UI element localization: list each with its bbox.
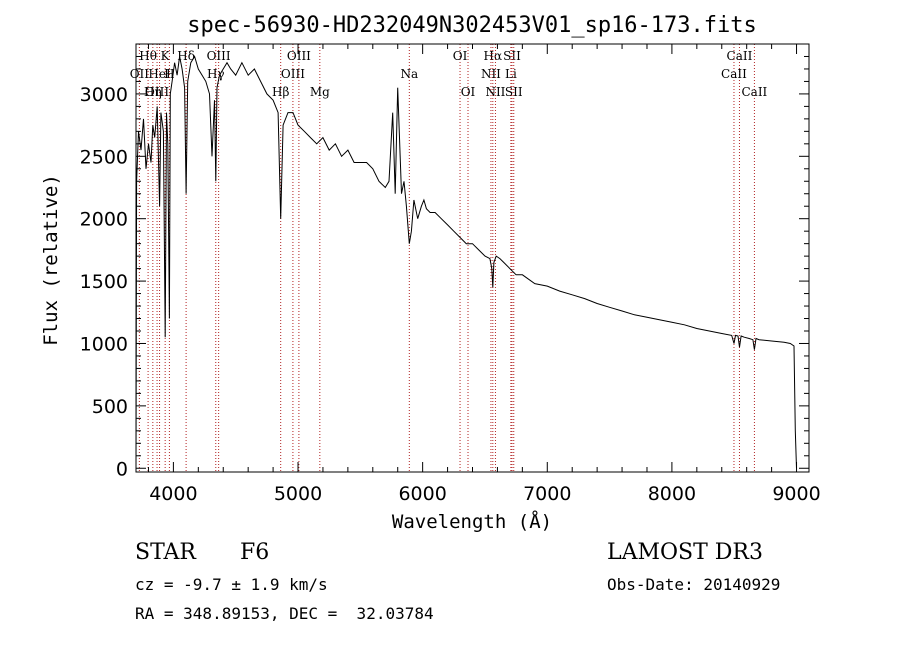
series-line-spectrum: [135, 55, 797, 469]
spectral-line-label: OI: [461, 85, 476, 99]
spectral-line-label: CaII: [741, 85, 767, 99]
spectrum-chart: spec-56930-HD232049N302453V01_sp16-173.f…: [40, 13, 821, 533]
y-tick-label: 1500: [80, 271, 128, 293]
series-layer: [135, 55, 797, 469]
x-axis-label: Wavelength (Å): [392, 510, 552, 533]
spectral-line-label: OIII: [145, 85, 169, 99]
spectral-line-label: Hδ: [177, 49, 195, 63]
spectral-line-label: Hγ: [207, 67, 225, 81]
redshift-cz: cz = -9.7 ± 1.9 km/s: [135, 575, 328, 594]
spectral-line-label: Hα: [484, 49, 503, 63]
spectral-line-label: OIII: [207, 49, 231, 63]
y-tick-label: 0: [116, 458, 128, 480]
spectral-line-label: NII: [481, 67, 501, 81]
spectral-line-label: OI: [453, 49, 468, 63]
spectral-line-label: HeI: [148, 67, 171, 81]
y-tick-label: 2000: [80, 209, 128, 231]
y-tick-label: 1000: [80, 333, 128, 355]
spectral-line-label: Hβ: [272, 85, 289, 99]
coordinates: RA = 348.89153, DEC = 32.03784: [135, 604, 434, 623]
spectral-line-label: K: [161, 49, 171, 63]
spectral-line-label: Na: [400, 67, 418, 81]
spectral-line-label: Li: [505, 67, 517, 81]
spectral-line-label: CaII: [721, 67, 747, 81]
spectral-subclass: F6: [240, 540, 270, 565]
spectral-line-label: SII: [503, 49, 521, 63]
y-axis-label: Flux (relative): [40, 174, 62, 346]
y-tick-label: 3000: [80, 84, 128, 106]
chart-title: spec-56930-HD232049N302453V01_sp16-173.f…: [187, 13, 757, 38]
spectral-line-label: H: [164, 67, 174, 81]
x-tick-label: 5000: [274, 483, 322, 505]
x-tick-label: 6000: [398, 483, 446, 505]
spectral-line-label: CaII: [727, 49, 753, 63]
spectral-line-label: Hθ: [139, 49, 157, 63]
y-tick-label: 500: [92, 396, 128, 418]
spectral-line-label: OII: [130, 67, 150, 81]
plot-frame: [135, 43, 810, 473]
x-tick-label: 9000: [772, 483, 820, 505]
object-type: STAR: [135, 540, 196, 565]
x-tick-label: 7000: [523, 483, 571, 505]
spectral-line-label: NII: [485, 85, 505, 99]
y-tick-label: 2500: [80, 146, 128, 168]
x-tick-label: 8000: [648, 483, 696, 505]
x-tick-label: 4000: [149, 483, 197, 505]
observation-date: Obs-Date: 20140929: [607, 575, 781, 594]
spectral-line-label: OIII: [281, 67, 305, 81]
spectral-line-label: OIII: [287, 49, 311, 63]
axes-layer: 4000 5000 6000 7000 8000 9000 0 500 1000 1500 2000…: [80, 43, 821, 505]
spectral-line-label: SII: [505, 85, 523, 99]
survey-name: LAMOST DR3: [607, 540, 763, 565]
spectral-line-label: Hη: [144, 85, 162, 99]
spectral-line-label: Mg: [310, 85, 330, 99]
